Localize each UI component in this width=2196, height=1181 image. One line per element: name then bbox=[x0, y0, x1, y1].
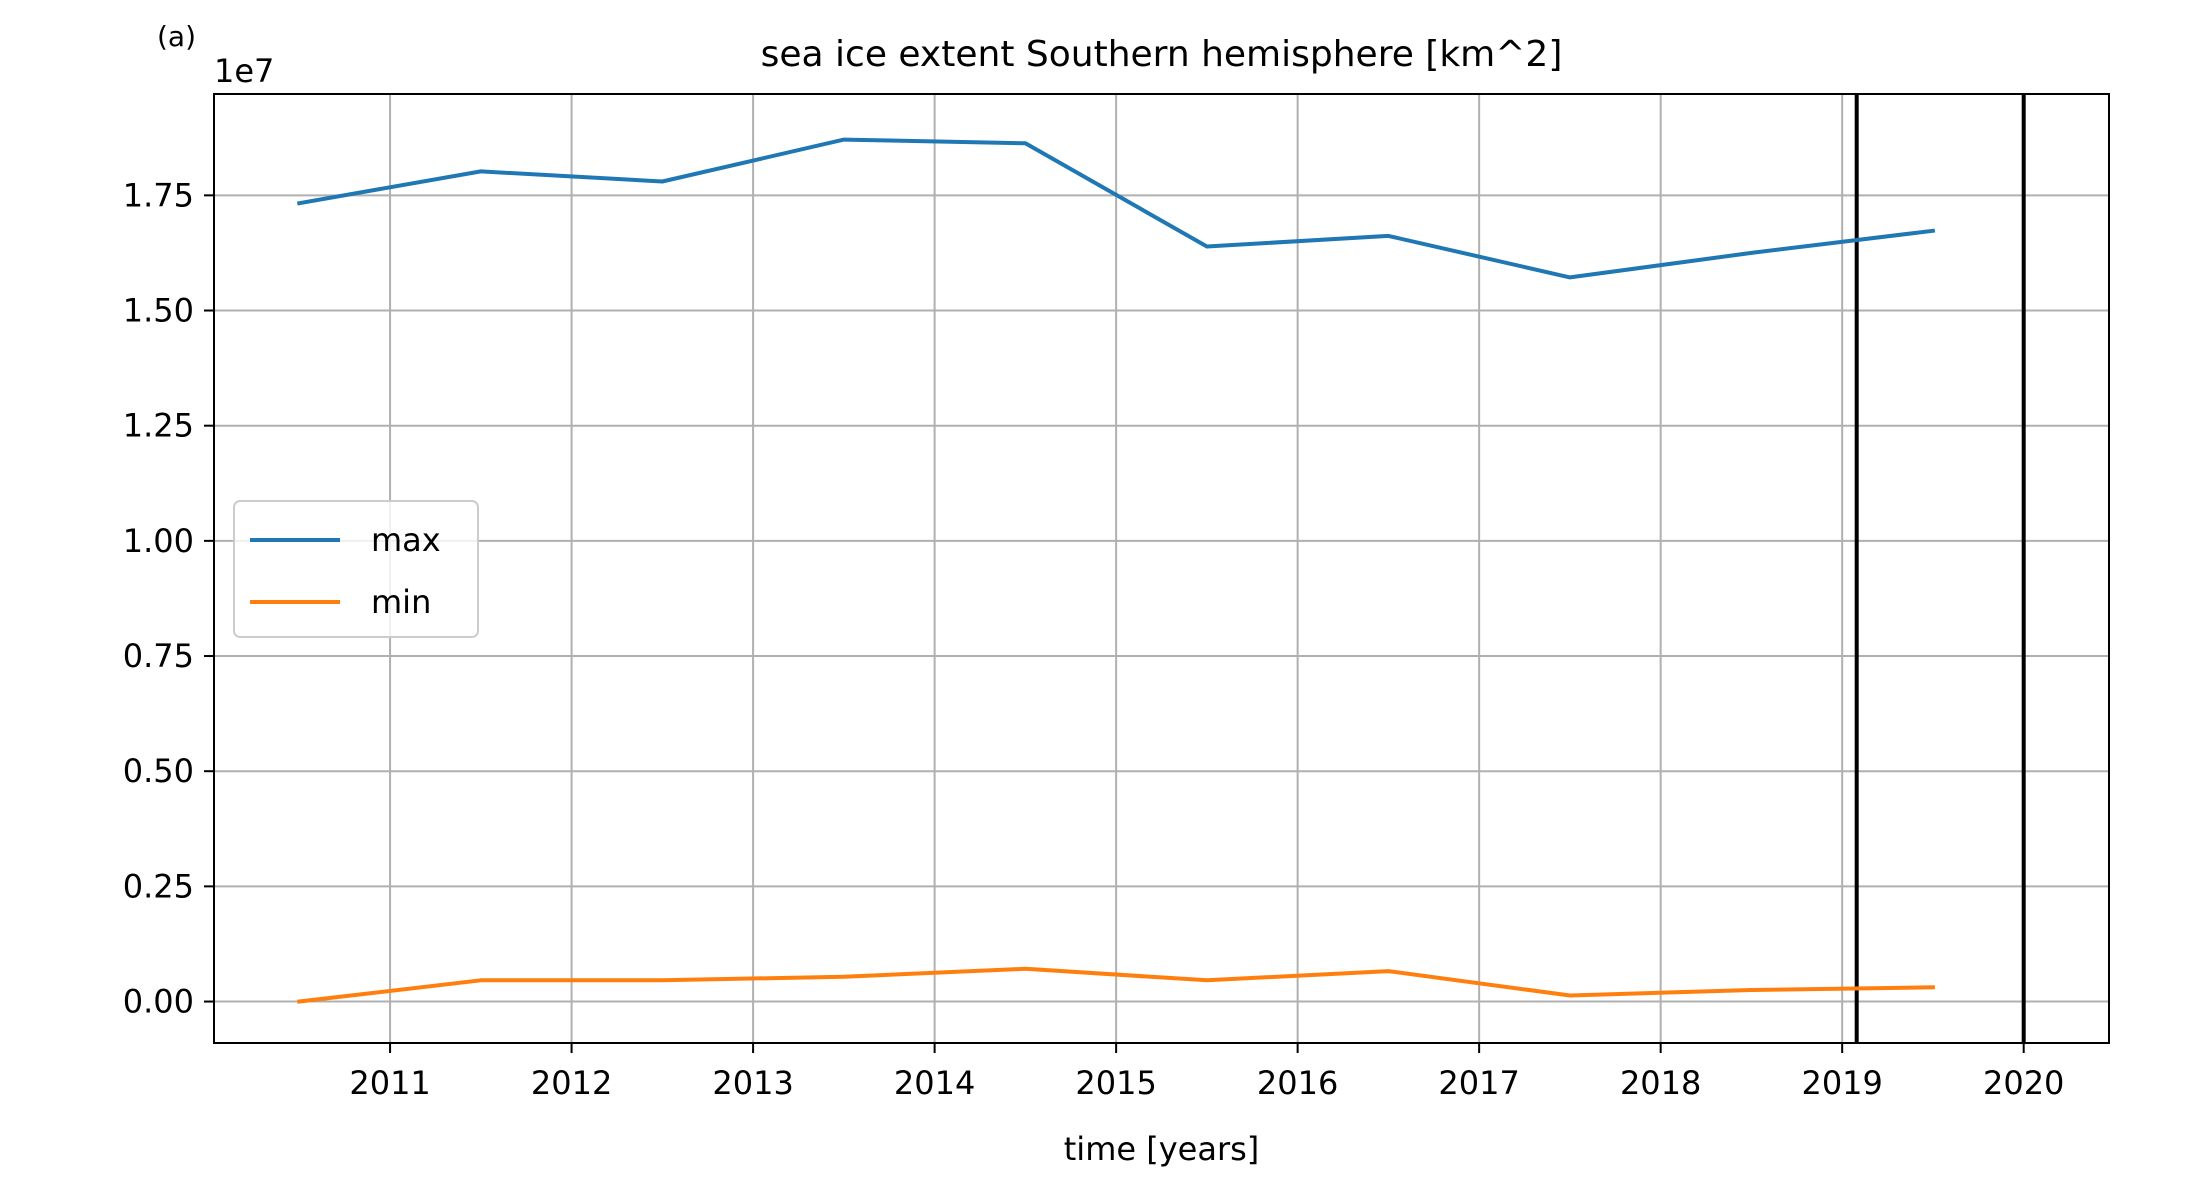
y-axis-ticks: 0.00 0.25 0.50 0.75 1.00 1.25 1.50 1.75 bbox=[123, 176, 214, 1021]
x-tick-label: 2017 bbox=[1438, 1064, 1519, 1102]
y-tick-label: 1.00 bbox=[123, 522, 194, 560]
legend-box bbox=[233, 500, 479, 638]
x-tick-label: 2012 bbox=[531, 1064, 612, 1102]
y-tick-label: 0.75 bbox=[123, 637, 194, 675]
series-line-min bbox=[297, 966, 1935, 1004]
legend-label-max: max bbox=[371, 521, 441, 559]
series-lines bbox=[296, 137, 1936, 1004]
x-tick-label: 2020 bbox=[1983, 1064, 2064, 1102]
panel-label: (a) bbox=[157, 20, 196, 53]
chart-title: sea ice extent Southern hemisphere [km^2… bbox=[761, 34, 1563, 75]
y-tick-label: 1.50 bbox=[123, 292, 194, 330]
y-tick-label: 1.75 bbox=[123, 176, 194, 214]
series-line-max bbox=[296, 137, 1936, 280]
x-tick-label: 2011 bbox=[349, 1064, 430, 1102]
vertical-marker-lines bbox=[1854, 94, 2026, 1043]
y-tick-label: 1.25 bbox=[123, 407, 194, 445]
legend: max min bbox=[233, 500, 479, 638]
x-tick-label: 2018 bbox=[1620, 1064, 1701, 1102]
y-tick-label: 0.00 bbox=[123, 983, 194, 1021]
legend-label-min: min bbox=[371, 583, 431, 621]
y-offset-label: 1e7 bbox=[214, 52, 274, 90]
x-tick-label: 2015 bbox=[1075, 1064, 1156, 1102]
x-tick-label: 2014 bbox=[894, 1064, 975, 1102]
x-tick-label: 2016 bbox=[1257, 1064, 1338, 1102]
axes-frame bbox=[213, 93, 2110, 1044]
y-tick-label: 0.25 bbox=[123, 867, 194, 905]
y-tick-label: 0.50 bbox=[123, 752, 194, 790]
x-axis-label: time [years] bbox=[1064, 1130, 1260, 1168]
x-tick-label: 2019 bbox=[1801, 1064, 1882, 1102]
x-axis-ticks: 2011 2012 2013 2014 2015 2016 2017 2018 2019 2020 bbox=[349, 1043, 2064, 1102]
x-tick-label: 2013 bbox=[712, 1064, 793, 1102]
